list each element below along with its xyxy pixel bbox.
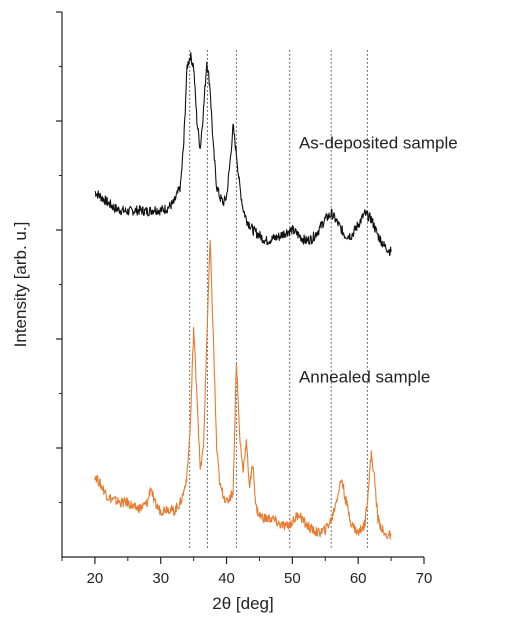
series-line-1 [94, 239, 392, 540]
x-tick-label: 20 [87, 570, 104, 587]
reference-lines [189, 50, 368, 549]
series-layer [94, 52, 392, 540]
x-tick-label: 70 [416, 570, 433, 587]
x-tick-label: 30 [152, 570, 169, 587]
annotation-label: Annealed sample [299, 368, 430, 387]
x-tick-label: 40 [218, 570, 235, 587]
x-tick-label: 50 [284, 570, 301, 587]
annotations: As-deposited sample Annealed sample [299, 133, 458, 386]
ticks: 20 30 40 50 60 70 [56, 11, 433, 587]
series-line-0 [94, 52, 392, 257]
x-axis-title: 2θ [deg] [212, 594, 273, 613]
y-axis-title: Intensity [arb. u.] [11, 222, 30, 348]
annotation-label: As-deposited sample [299, 133, 458, 152]
x-tick-label: 60 [350, 570, 367, 587]
